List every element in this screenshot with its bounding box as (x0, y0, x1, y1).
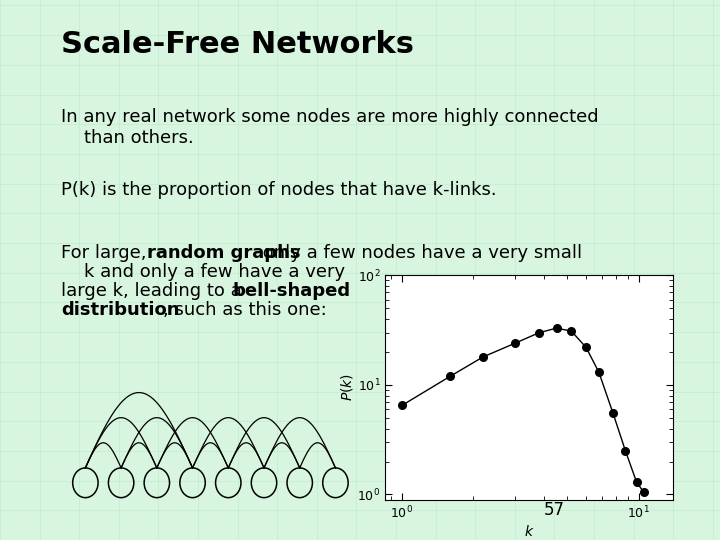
Text: random graphs: random graphs (147, 244, 300, 262)
Text: k and only a few have a very: k and only a few have a very (61, 263, 346, 281)
Y-axis label: $P(k)$: $P(k)$ (338, 374, 354, 401)
Text: In any real network some nodes are more highly connected
    than others.: In any real network some nodes are more … (61, 108, 599, 147)
Text: only a few nodes have a very small: only a few nodes have a very small (257, 244, 582, 262)
Text: For large,: For large, (61, 244, 153, 262)
Text: P(k) is the proportion of nodes that have k-links.: P(k) is the proportion of nodes that hav… (61, 181, 497, 199)
Text: 57: 57 (544, 502, 564, 519)
Text: large k, leading to a: large k, leading to a (61, 282, 248, 300)
X-axis label: $k$: $k$ (524, 524, 534, 539)
Text: , such as this one:: , such as this one: (163, 301, 326, 319)
Text: distribution: distribution (61, 301, 180, 319)
Text: Scale-Free Networks: Scale-Free Networks (61, 30, 414, 59)
Text: bell-shaped: bell-shaped (233, 282, 351, 300)
